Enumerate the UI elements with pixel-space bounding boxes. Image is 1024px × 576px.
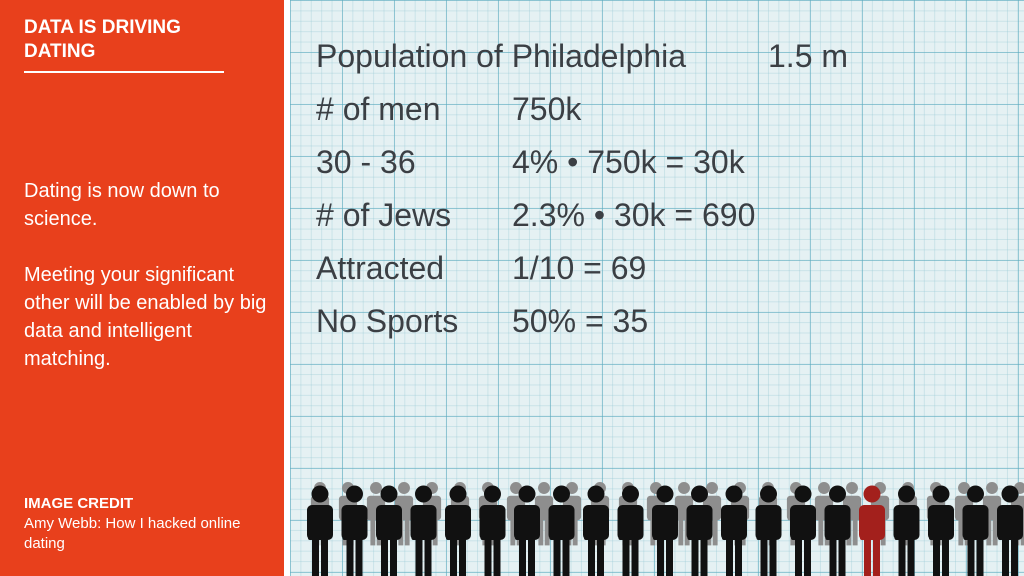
calc-row-no-sports: No Sports 50% = 35: [316, 295, 1016, 348]
crowd-figure: [307, 485, 333, 576]
calc-value: 750k: [512, 91, 582, 127]
body-paragraph-2: Meeting your significant other will be e…: [24, 264, 267, 370]
credit-heading: IMAGE CREDIT: [24, 495, 134, 512]
calc-row-men: # of men 750k: [316, 83, 1016, 136]
calc-label: 30 - 36: [316, 144, 416, 180]
calc-label: # of Jews: [316, 197, 452, 233]
calc-row-jews: # of Jews 2.3% • 30k = 690: [316, 189, 1016, 242]
body-paragraph-1: Dating is now down to science.: [24, 180, 220, 230]
slide-sidebar: DATA IS DRIVING DATING Dating is now dow…: [0, 0, 284, 576]
calc-value: 50% = 35: [512, 303, 649, 339]
slide-body: Dating is now down to science. Meeting y…: [24, 177, 279, 401]
calc-value: 2.3% • 30k = 690: [512, 197, 756, 233]
title-underline: [24, 71, 224, 73]
calc-row-attracted: Attracted 1/10 = 69: [316, 242, 1016, 295]
calc-row-age: 30 - 36 4% • 750k = 30k: [316, 136, 1016, 189]
calculation-list: Population of Philadelphia 1.5 m # of me…: [316, 30, 1016, 348]
calc-value: 4% • 750k = 30k: [512, 144, 745, 180]
calc-value: 1.5 m: [768, 38, 849, 74]
credit-text: Amy Webb: How I hacked online dating: [24, 515, 241, 552]
calc-label: No Sports: [316, 303, 459, 339]
image-credit: IMAGE CREDIT Amy Webb: How I hacked onli…: [24, 494, 274, 554]
graph-paper-image: Population of Philadelphia 1.5 m # of me…: [290, 0, 1024, 576]
calc-label: # of men: [316, 91, 441, 127]
calc-label: Attracted: [316, 250, 445, 286]
calc-value: 1/10 = 69: [512, 250, 647, 286]
calc-row-population: Population of Philadelphia 1.5 m: [316, 30, 1016, 83]
slide-title: DATA IS DRIVING DATING: [24, 17, 181, 62]
calc-label: Population of Philadelphia: [316, 38, 687, 74]
crowd-illustration: [307, 482, 1024, 576]
